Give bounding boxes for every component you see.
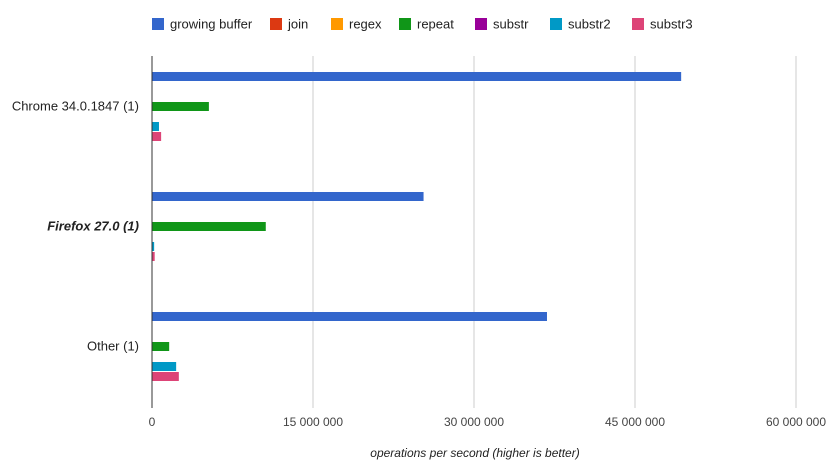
legend-item-growing-buffer[interactable]: growing buffer xyxy=(152,17,253,32)
bar-repeat-other-1[interactable] xyxy=(152,342,170,351)
legend-label: substr3 xyxy=(650,17,693,32)
gridlines xyxy=(312,56,797,408)
legend-item-substr3[interactable]: substr3 xyxy=(632,17,693,32)
legend-swatch xyxy=(152,18,164,30)
legend: growing buffer join regex repeat substr subst… xyxy=(152,17,693,32)
bars xyxy=(152,72,682,381)
legend-swatch xyxy=(632,18,644,30)
legend-label: regex xyxy=(349,17,382,32)
bar-growing-buffer-chrome-34-0-1847-1[interactable] xyxy=(152,72,682,81)
legend-item-substr[interactable]: substr xyxy=(475,17,529,32)
legend-label: repeat xyxy=(417,17,454,32)
legend-item-repeat[interactable]: repeat xyxy=(399,17,454,32)
x-axis-title: operations per second (higher is better) xyxy=(370,446,579,460)
x-tick-label: 60 000 000 xyxy=(766,415,826,429)
x-tick-labels: 0 15 000 000 30 000 000 45 000 000 60 000 00… xyxy=(149,415,827,429)
category-labels: Chrome 34.0.1847 (1) Firefox 27.0 (1) Othe… xyxy=(12,99,139,354)
bar-repeat-firefox-27-0-1[interactable] xyxy=(152,222,266,231)
legend-item-regex[interactable]: regex xyxy=(331,17,382,32)
legend-swatch xyxy=(399,18,411,30)
bar-repeat-chrome-34-0-1847-1[interactable] xyxy=(152,102,209,111)
x-tick-label: 45 000 000 xyxy=(605,415,665,429)
category-label-firefox-27-0-1: Firefox 27.0 (1) xyxy=(47,219,139,234)
bar-substr3-firefox-27-0-1[interactable] xyxy=(152,252,155,261)
legend-swatch xyxy=(475,18,487,30)
x-tick-label: 30 000 000 xyxy=(444,415,504,429)
category-label-other-1: Other (1) xyxy=(87,339,139,354)
x-tick-label: 0 xyxy=(149,415,156,429)
legend-swatch xyxy=(270,18,282,30)
legend-swatch xyxy=(331,18,343,30)
bar-substr2-other-1[interactable] xyxy=(152,362,177,371)
x-tick-label: 15 000 000 xyxy=(283,415,343,429)
category-label-chrome-34-0-1847-1: Chrome 34.0.1847 (1) xyxy=(12,99,139,114)
bar-substr3-chrome-34-0-1847-1[interactable] xyxy=(152,132,162,141)
legend-item-substr2[interactable]: substr2 xyxy=(550,17,611,32)
legend-swatch xyxy=(550,18,562,30)
bar-substr2-chrome-34-0-1847-1[interactable] xyxy=(152,122,159,131)
bar-substr3-other-1[interactable] xyxy=(152,372,179,381)
legend-label: growing buffer xyxy=(170,17,253,32)
bar-growing-buffer-firefox-27-0-1[interactable] xyxy=(152,192,424,201)
bar-growing-buffer-other-1[interactable] xyxy=(152,312,547,321)
bar-substr2-firefox-27-0-1[interactable] xyxy=(152,242,155,251)
legend-label: substr2 xyxy=(568,17,611,32)
legend-label: join xyxy=(287,17,308,32)
legend-item-join[interactable]: join xyxy=(270,17,308,32)
legend-label: substr xyxy=(493,17,529,32)
